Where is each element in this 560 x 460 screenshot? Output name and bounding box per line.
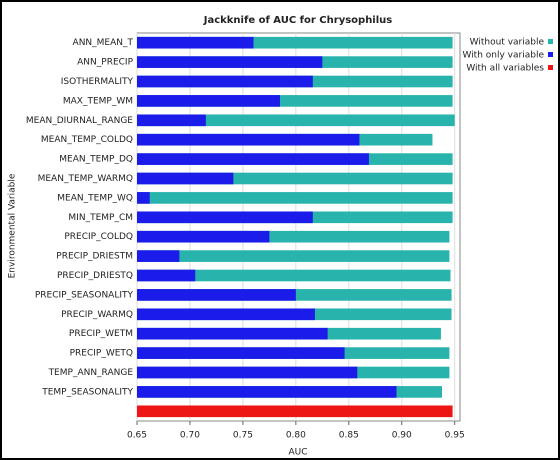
bar [137, 250, 450, 262]
bar [137, 366, 358, 379]
y-tick-label: PRECIP_WETM [69, 329, 133, 339]
bar [137, 153, 369, 165]
x-tick-label: 0.90 [392, 431, 412, 441]
x-tick-label: 0.85 [339, 431, 359, 441]
bar [137, 386, 397, 398]
bar [137, 36, 254, 49]
x-tick-label: 0.65 [127, 431, 147, 441]
legend-swatch [548, 39, 553, 44]
bar [137, 172, 453, 185]
plot-area [136, 32, 461, 422]
bar [137, 289, 296, 301]
bar [137, 269, 196, 282]
bar [137, 114, 206, 127]
bar [137, 327, 328, 340]
y-tick-label: PRECIP_WETQ [70, 349, 133, 359]
y-tick-label: MEAN_DIURNAL_RANGE [26, 116, 133, 126]
y-tick-label: PRECIP_WARMQ [61, 310, 133, 320]
y-tick-label: MIN_TEMP_CM [68, 213, 133, 223]
bar [137, 192, 150, 204]
bar [137, 230, 450, 243]
x-axis-label: AUC [288, 448, 307, 458]
y-tick-label: MEAN_TEMP_WQ [57, 193, 133, 203]
legend-label: With only variable [462, 51, 544, 61]
y-tick-label: ANN_MEAN_T [73, 38, 134, 48]
y-tick-label: PRECIP_DRIESTQ [57, 271, 133, 281]
bar [137, 95, 280, 107]
bar [137, 211, 313, 224]
bar [137, 269, 451, 282]
bar [137, 347, 345, 359]
legend-swatch [548, 52, 553, 57]
bar [137, 133, 360, 146]
bar [137, 405, 453, 418]
y-tick-label: MEAN_TEMP_DQ [59, 155, 133, 165]
y-tick-label: MEAN_TEMP_COLDQ [41, 135, 133, 145]
x-tick-label: 0.75 [233, 431, 253, 441]
bar [137, 114, 455, 127]
bar [137, 56, 323, 68]
bar [137, 75, 313, 88]
legend-label: Without variable [470, 38, 545, 48]
bar [137, 250, 180, 262]
x-tick-label: 0.70 [180, 431, 200, 441]
legend-label: With all variables [466, 64, 544, 74]
x-tick-label: 0.95 [445, 431, 465, 441]
y-tick-label: ANN_PRECIP [77, 58, 133, 68]
y-tick-label: TEMP_ANN_RANGE [48, 368, 134, 378]
y-tick-label: PRECIP_DRIESTM [56, 252, 133, 262]
chart-title: Jackknife of AUC for Chrysophilus [203, 15, 393, 26]
y-tick-label: MEAN_TEMP_WARMQ [38, 174, 133, 184]
bar [137, 230, 270, 243]
y-tick-label: MAX_TEMP_WM [63, 96, 133, 106]
x-tick-label: 0.80 [286, 431, 306, 441]
bar [137, 192, 453, 204]
y-tick-label: ISOTHERMALITY [61, 77, 134, 87]
bar [137, 95, 453, 107]
bar [137, 36, 453, 49]
y-tick-label: PRECIP_SEASONALITY [35, 290, 134, 300]
bar [137, 172, 234, 185]
legend-swatch [548, 65, 553, 70]
y-axis-label: Environmental Variable [8, 173, 18, 278]
bar [137, 308, 315, 321]
y-tick-label: TEMP_SEASONALITY [41, 387, 133, 397]
y-tick-label: PRECIP_COLDQ [64, 232, 133, 242]
